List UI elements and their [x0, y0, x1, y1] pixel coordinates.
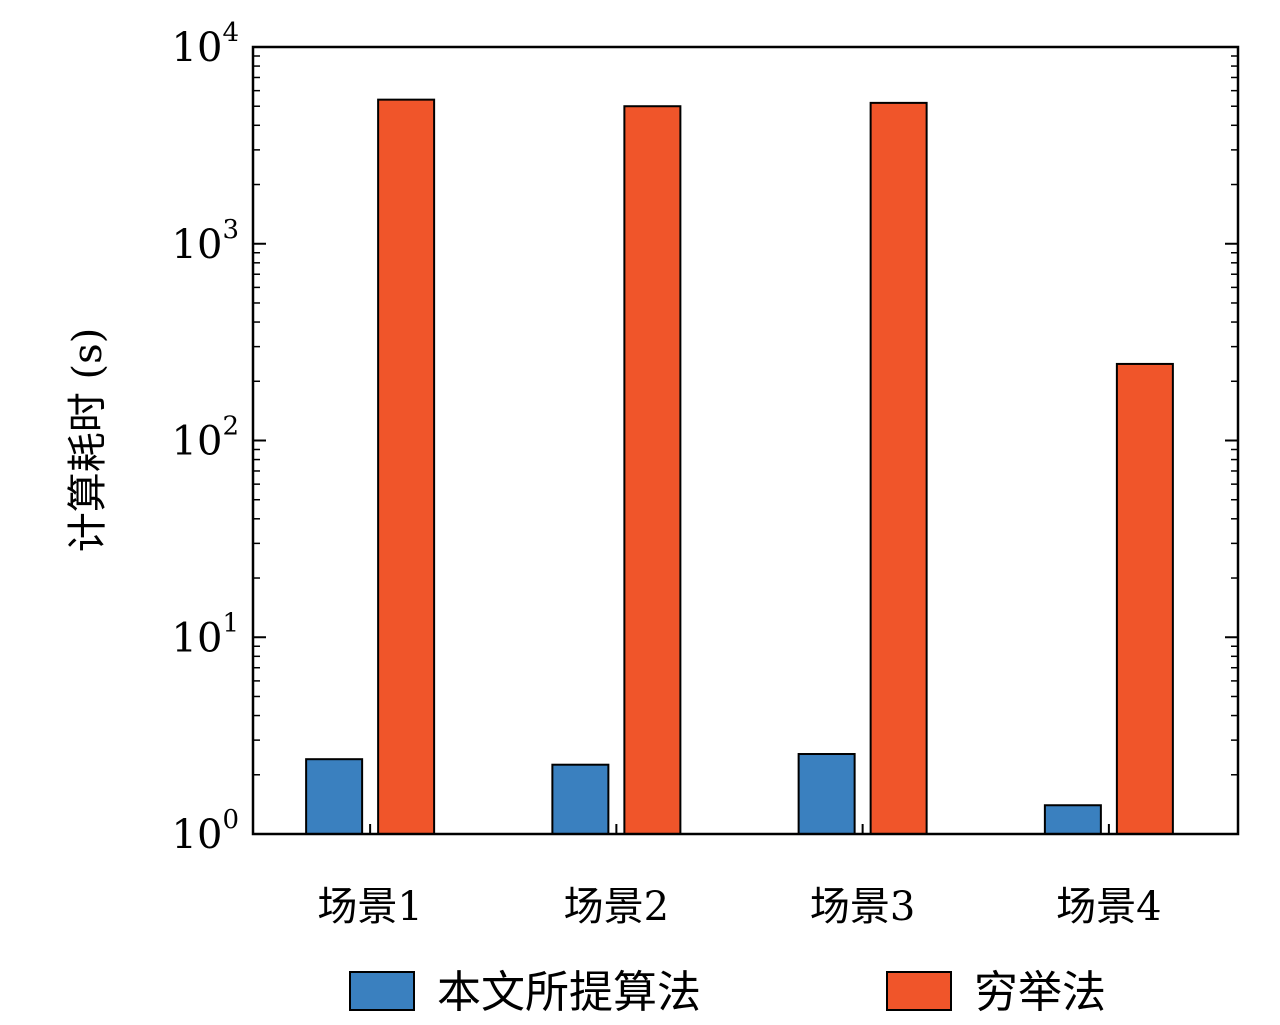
legend-label: 本文所提算法	[437, 967, 701, 1018]
bars	[305, 98, 1174, 836]
bar-series2-cat1	[377, 98, 436, 835]
x-tick-label: 场景2	[564, 884, 669, 930]
x-tick-label: 场景3	[810, 884, 915, 930]
x-tick-label: 场景4	[1056, 884, 1161, 930]
x-tick-labels: 场景1 场景2 场景3 场景4	[317, 884, 1161, 930]
bar-series1-cat3	[797, 753, 856, 836]
y-axis-title: 计算耗时 (s)	[65, 328, 111, 552]
y-tick-label: 101	[172, 608, 239, 661]
legend-swatch	[886, 971, 952, 1011]
y-tick-label: 100	[172, 805, 239, 858]
y-tick-label: 102	[172, 412, 239, 465]
bar-series2-cat2	[623, 105, 682, 835]
y-tick-label: 103	[172, 215, 239, 268]
plot-frame	[251, 45, 1240, 836]
legend-swatch	[349, 971, 415, 1011]
bar-series2-cat3	[869, 101, 928, 835]
y-tick-labels: 100 101 102 103 104	[172, 18, 239, 858]
x-ticks	[369, 824, 1110, 834]
bar-series2-cat4	[1115, 362, 1174, 835]
legend: 本文所提算法 穷举法	[349, 967, 1106, 1018]
bar-series1-cat4	[1043, 804, 1102, 836]
x-tick-label: 场景1	[317, 884, 422, 930]
bar-series1-cat2	[551, 763, 610, 835]
bar-series1-cat1	[305, 758, 364, 835]
legend-label: 穷举法	[974, 967, 1106, 1018]
y-tick-label: 104	[172, 18, 239, 71]
